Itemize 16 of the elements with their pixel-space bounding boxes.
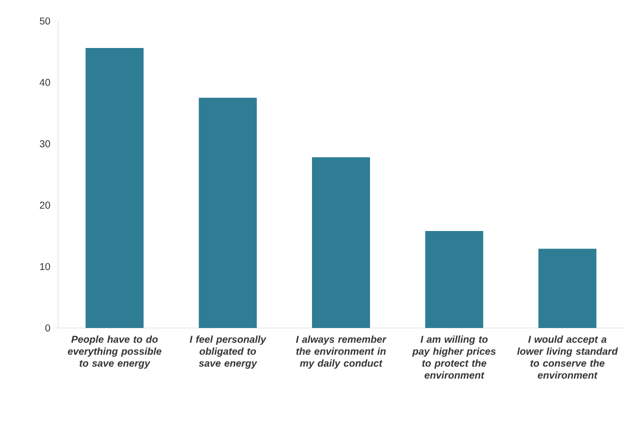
y-tick-label: 10: [40, 263, 50, 270]
y-tick-label: 30: [40, 140, 50, 148]
y-tick-label: 40: [40, 78, 50, 86]
bar: [312, 157, 370, 328]
y-tick-label: 20: [40, 202, 50, 209]
x-tick-label: I feel personally obligated to save energy: [190, 336, 266, 369]
bar: [198, 98, 257, 328]
y-tick-label: 0: [45, 324, 50, 332]
bar: [425, 230, 484, 328]
x-tick-label: I am willing to pay higher prices to protect the environment: [412, 336, 496, 379]
x-tick-label: People have to do everything possible to save energy: [68, 336, 162, 369]
x-tick-label: I always remember the environment in my daily conduct: [296, 336, 387, 369]
x-tick-label: I would accept a lower living standard to conserve the environment: [517, 336, 618, 379]
y-tick-label: 50: [40, 17, 50, 25]
bar: [86, 48, 144, 328]
bar: [538, 248, 596, 328]
